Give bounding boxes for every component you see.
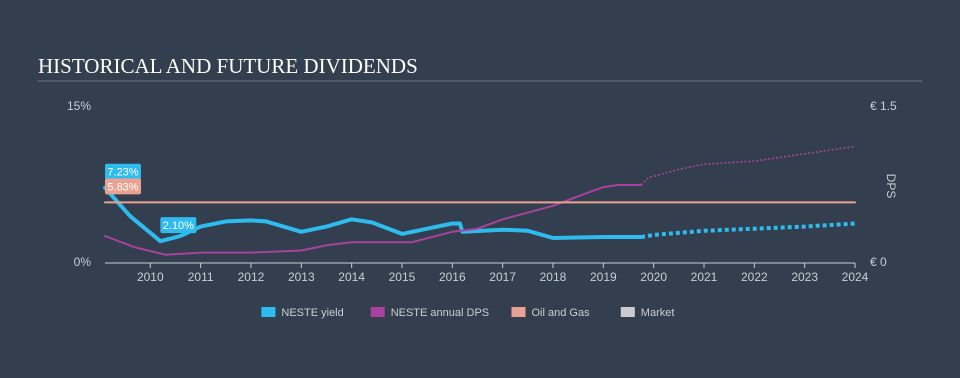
value-label: 7.23% bbox=[107, 167, 138, 179]
value-label: 2.10% bbox=[163, 220, 194, 232]
value-label-bg bbox=[160, 217, 197, 234]
x-tick-label: 2011 bbox=[188, 270, 214, 284]
x-tick-label: 2015 bbox=[389, 270, 416, 284]
series-line bbox=[640, 145, 856, 186]
y-tick-label: 15% bbox=[67, 99, 91, 113]
x-tick-label: 2021 bbox=[691, 270, 718, 284]
legend-label: NESTE yield bbox=[281, 307, 343, 319]
legend-label: NESTE annual DPS bbox=[391, 307, 489, 319]
legend-label: Oil and Gas bbox=[532, 307, 591, 319]
x-tick-label: 2013 bbox=[288, 270, 315, 284]
y2-axis-label: DPS bbox=[884, 174, 898, 199]
legend-swatch bbox=[620, 307, 635, 317]
x-tick-label: 2020 bbox=[640, 270, 667, 284]
value-label-bg bbox=[105, 178, 141, 195]
series-line bbox=[640, 221, 856, 239]
x-tick-label: 2023 bbox=[791, 270, 818, 284]
y2-tick-label: € 0 bbox=[870, 255, 887, 269]
legend-swatch bbox=[370, 307, 385, 317]
legend-label: Market bbox=[641, 307, 675, 319]
x-tick-label: 2024 bbox=[842, 270, 869, 284]
chart-title: HISTORICAL AND FUTURE DIVIDENDS bbox=[38, 54, 418, 78]
x-tick-label: 2019 bbox=[590, 270, 617, 284]
x-tick-label: 2018 bbox=[540, 270, 567, 284]
x-tick-label: 2022 bbox=[741, 270, 768, 284]
x-tick-label: 2016 bbox=[439, 270, 466, 284]
value-label: 5.83% bbox=[107, 181, 138, 193]
y2-tick-label: € 1.5 bbox=[870, 99, 897, 113]
y-tick-label: 0% bbox=[74, 255, 92, 269]
value-label-bg bbox=[105, 163, 141, 180]
series-line bbox=[104, 184, 643, 256]
legend-swatch bbox=[511, 307, 526, 317]
x-tick-label: 2012 bbox=[238, 270, 265, 284]
x-tick-label: 2010 bbox=[137, 270, 164, 284]
x-tick-label: 2017 bbox=[489, 270, 516, 284]
x-tick-label: 2014 bbox=[338, 270, 365, 284]
legend-swatch bbox=[261, 307, 276, 317]
